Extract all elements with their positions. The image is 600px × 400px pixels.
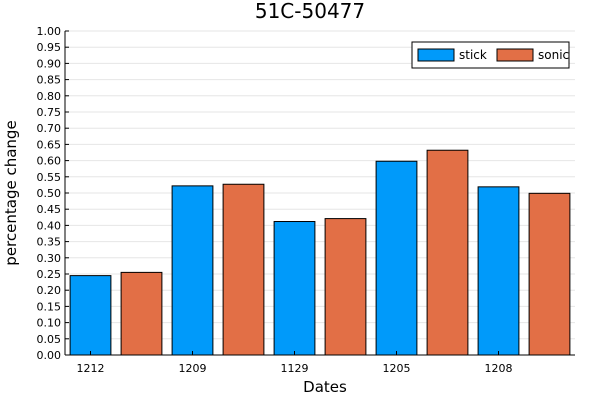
bar-stick-1205 bbox=[375, 160, 418, 356]
y-tick-label: 0.90 bbox=[37, 57, 62, 70]
x-tick-label: 1205 bbox=[383, 362, 411, 375]
y-tick-label: 0.70 bbox=[37, 122, 62, 135]
legend: stick sonic bbox=[411, 41, 570, 69]
x-tick-labels: 1212 1209 1129 1205 1208 bbox=[77, 351, 513, 375]
chart-title: 51C-50477 bbox=[255, 0, 365, 23]
legend-label-stick: stick bbox=[459, 48, 487, 62]
legend-label-sonic: sonic bbox=[538, 48, 569, 62]
bar-sonic-1129 bbox=[324, 218, 367, 356]
bar-stick-1129 bbox=[273, 221, 316, 356]
y-axis-label: percentage change bbox=[2, 120, 20, 265]
bar-sonic-1212 bbox=[120, 271, 163, 356]
y-tick-label: 0.40 bbox=[37, 219, 62, 232]
legend-swatch-stick bbox=[417, 48, 455, 62]
x-axis-label: Dates bbox=[303, 378, 347, 396]
bar-sonic-1208 bbox=[528, 192, 571, 356]
y-tick-label: 0.25 bbox=[37, 268, 62, 281]
y-tick-label: 0.15 bbox=[37, 300, 62, 313]
bar-stick-1212 bbox=[69, 275, 112, 356]
x-tick-label: 1212 bbox=[77, 362, 105, 375]
y-tick-label: 0.85 bbox=[37, 74, 62, 87]
y-tick-label: 0.95 bbox=[37, 41, 62, 54]
y-tick-label: 0.60 bbox=[37, 155, 62, 168]
y-tick-label: 0.50 bbox=[37, 187, 62, 200]
y-tick-label: 0.75 bbox=[37, 106, 62, 119]
y-tick-label: 0.65 bbox=[37, 138, 62, 151]
x-tick-label: 1129 bbox=[281, 362, 309, 375]
y-tick-label: 0.20 bbox=[37, 284, 62, 297]
legend-swatch-sonic bbox=[496, 48, 534, 62]
y-tick-label: 1.00 bbox=[37, 25, 62, 38]
bar-stick-1208 bbox=[477, 186, 520, 356]
y-tick-label: 0.10 bbox=[37, 317, 62, 330]
y-tick-label: 0.80 bbox=[37, 90, 62, 103]
bar-stick-1209 bbox=[171, 185, 214, 356]
y-tick-label: 0.05 bbox=[37, 333, 62, 346]
y-tick-label: 0.35 bbox=[37, 236, 62, 249]
bars bbox=[69, 149, 571, 356]
y-tick-label: 0.45 bbox=[37, 203, 62, 216]
y-tick-label: 0.30 bbox=[37, 252, 62, 265]
y-tick-label: 0.55 bbox=[37, 171, 62, 184]
x-tick-label: 1208 bbox=[485, 362, 513, 375]
bar-sonic-1205 bbox=[426, 149, 469, 356]
y-tick-labels: 0.00 0.05 0.10 0.15 0.20 0.25 0.30 0.35 0.40 0.45… bbox=[37, 25, 69, 362]
bar-sonic-1209 bbox=[222, 183, 265, 356]
x-tick-label: 1209 bbox=[179, 362, 207, 375]
y-tick-label: 0.00 bbox=[37, 349, 62, 362]
